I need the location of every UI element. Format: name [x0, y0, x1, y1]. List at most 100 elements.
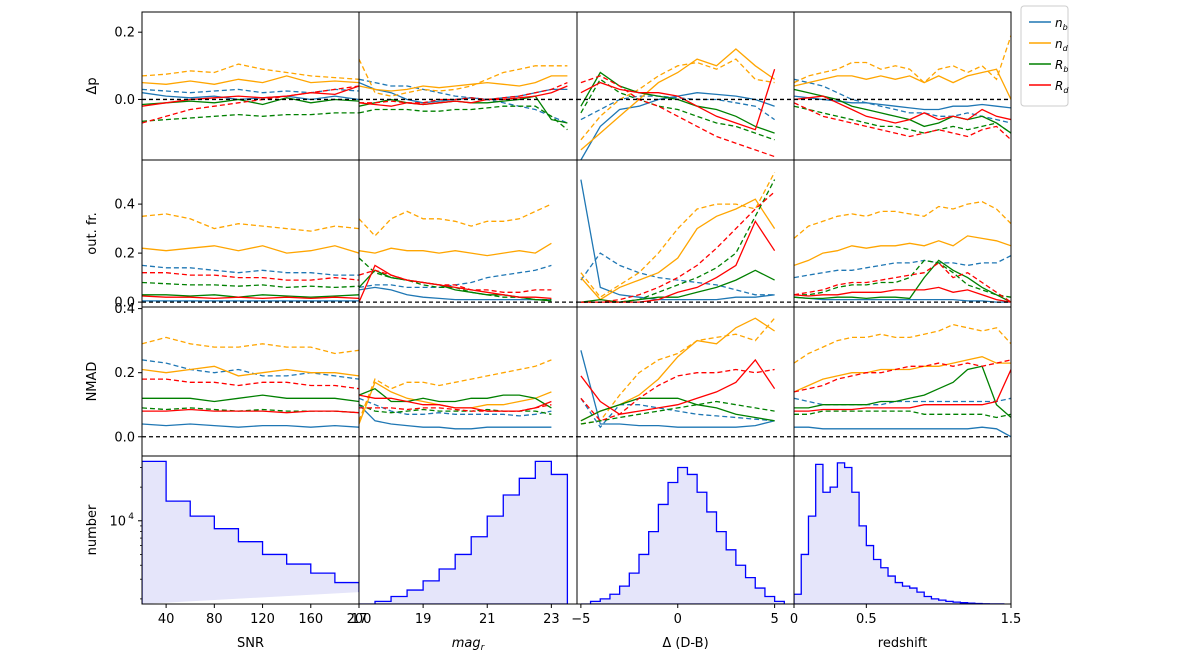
series-nd-solid — [794, 68, 1011, 100]
series-nb-dashed — [142, 88, 359, 94]
legend-label-sub: d — [1063, 86, 1069, 95]
legend-label-sub: b — [1063, 65, 1068, 74]
panel-frame — [141, 306, 360, 457]
legend-item-nb: nb — [1029, 16, 1068, 32]
series-nd-dashed — [794, 201, 1011, 239]
series-Rd-solid — [359, 394, 552, 412]
series-nb-solid — [794, 426, 1011, 438]
xtick-label-z: 0.5 — [856, 612, 877, 627]
panel-dp-snr — [141, 11, 360, 161]
plot-area — [794, 323, 1011, 438]
series-nd-solid — [794, 235, 1011, 267]
series-Rd-solid — [142, 295, 359, 300]
series-nd-dashed — [142, 336, 359, 355]
series-Rb-dashed — [794, 105, 1011, 134]
series-nb-dashed — [142, 359, 359, 380]
series-Rd-dashed — [794, 262, 1011, 303]
histogram-mag — [359, 460, 569, 604]
ylabel-dp: Δp — [85, 77, 100, 94]
xtick-label-mag: 21 — [479, 612, 496, 627]
series-Rb-dashed — [359, 257, 552, 301]
series-Rb-solid — [794, 365, 1011, 418]
xtick-label-mag: 17 — [351, 612, 368, 627]
panel-grid: Δp 0.0 0.2 out. fr. 0.0 0.2 0.4 NMAD 0.0 0.2 0.4 nu… — [85, 11, 1022, 653]
histogram-z — [794, 462, 1005, 604]
series-nb-dashed — [794, 78, 1011, 124]
series-Rb-solid — [580, 397, 775, 422]
xtick-label-snr: 120 — [250, 612, 275, 627]
series-nd-solid — [142, 75, 359, 85]
ytick-label-base: 10 — [109, 514, 126, 529]
ytick-label-number: 10 — [109, 514, 126, 529]
plot-area — [794, 35, 1011, 141]
xtick-label-snr: 200 — [347, 612, 372, 627]
series-Rb-solid — [580, 269, 775, 303]
series-Rb-dashed — [142, 407, 359, 414]
series-nd-dashed — [794, 323, 1011, 364]
series-nb-solid — [142, 423, 359, 428]
series-Rb-dashed — [580, 78, 775, 141]
plot-area — [142, 213, 359, 303]
series-nd-dashed — [580, 171, 776, 299]
plot-area — [794, 462, 1005, 604]
plot-area — [577, 171, 794, 303]
plot-area — [142, 63, 359, 124]
series-nb-solid — [794, 95, 1011, 111]
series-nb-dashed — [580, 95, 775, 121]
ytick-label-dp: 0.0 — [114, 93, 135, 108]
series-nb-dashed — [580, 397, 775, 429]
series-nb-solid — [580, 179, 775, 301]
ytick-label-nmad: 0.0 — [114, 430, 135, 445]
xtick-label-z: 0 — [790, 612, 798, 627]
legend-label-main: n — [1055, 37, 1063, 51]
series-Rb-solid — [359, 269, 552, 302]
series-nd-solid — [580, 48, 775, 151]
xtick-label-z: 1.5 — [1001, 612, 1022, 627]
xlabel-z: redshift — [878, 636, 927, 651]
panel-num-snr: 40 80 120 160 200 SNR — [141, 455, 372, 651]
series-nb-dashed — [359, 397, 552, 417]
series-Rd-solid — [794, 286, 1011, 303]
series-nd-solid — [142, 245, 359, 254]
series-Rb-dashed — [580, 400, 775, 425]
series-nd-solid — [359, 242, 552, 257]
xtick-label-mag: 23 — [543, 612, 560, 627]
histogram-snr — [142, 460, 359, 604]
xtick-label-snr: 160 — [298, 612, 323, 627]
legend-box — [1020, 5, 1069, 107]
xtick-label-dev: 0 — [674, 612, 682, 627]
legend-label-nd: nd — [1055, 37, 1069, 53]
series-Rb-dashed — [359, 105, 568, 131]
xlabel-mag: magr — [452, 636, 486, 653]
series-Rd-solid — [142, 408, 359, 414]
series-nd-dashed — [359, 203, 552, 237]
series-nd-solid — [359, 75, 568, 92]
series-Rd-solid — [359, 85, 568, 107]
series-Rb-solid — [142, 294, 359, 298]
panel-dp-dev — [576, 11, 795, 161]
panel-frame — [793, 455, 1012, 605]
legend-label-main: n — [1055, 16, 1063, 30]
ytick-label-out: 0.0 — [114, 296, 135, 311]
series-Rb-dashed — [794, 259, 1011, 298]
legend-label-sub: d — [1063, 44, 1069, 53]
series-nb-dashed — [580, 252, 775, 296]
series-nb-solid — [359, 404, 552, 430]
legend-item-Rb: Rb — [1029, 58, 1068, 74]
xtick-label-snr: 40 — [158, 612, 175, 627]
legend-item-Rd: Rd — [1029, 79, 1069, 95]
series-nd-solid — [794, 356, 1011, 393]
panel-num-z: 0 0.5 1.5 redshift — [790, 455, 1022, 651]
series-nd-dashed — [359, 359, 552, 422]
xlabel-text-dev: Δ (D-B) — [662, 636, 708, 651]
series-Rd-dashed — [794, 359, 1011, 393]
ylabel-out: out. fr. — [85, 212, 100, 254]
plot-area — [359, 203, 577, 303]
legend-label-Rd: Rd — [1055, 79, 1069, 95]
series-Rd-dashed — [359, 82, 568, 104]
series-nd-dashed — [142, 213, 359, 232]
panel-frame — [141, 11, 360, 161]
series-Rb-dashed — [794, 410, 1011, 419]
series-Rb-solid — [794, 259, 1011, 303]
